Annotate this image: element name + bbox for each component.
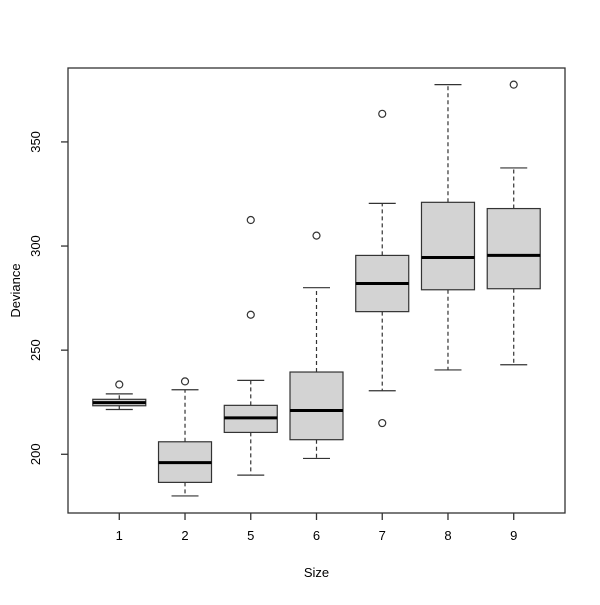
y-axis-tick-label: 300 <box>28 235 43 257</box>
x-axis-tick-label: 2 <box>181 528 188 543</box>
x-axis-tick-label: 6 <box>313 528 320 543</box>
outlier-point <box>509 80 518 89</box>
outlier-point <box>312 231 321 240</box>
y-axis-title: Deviance <box>8 263 23 317</box>
outlier-point <box>246 310 255 319</box>
outlier-point <box>378 109 387 118</box>
outlier-point <box>115 380 124 389</box>
boxplot-box-1 <box>92 380 147 411</box>
x-axis-tick-label: 5 <box>247 528 254 543</box>
y-axis-tick-label: 250 <box>28 339 43 361</box>
boxplot-box-8 <box>420 84 476 371</box>
iqr-box <box>486 207 541 290</box>
boxplot-box-9 <box>486 80 541 366</box>
x-axis-tick-label: 7 <box>379 528 386 543</box>
x-axis-tick-label: 8 <box>444 528 451 543</box>
iqr-box <box>420 201 476 291</box>
x-axis-tick-label: 9 <box>510 528 517 543</box>
boxplot-box-2 <box>157 377 213 497</box>
outlier-point <box>246 215 255 225</box>
boxplot-box-7 <box>355 109 410 428</box>
y-axis-tick-label: 200 <box>28 443 43 465</box>
boxplot-box-6 <box>289 231 344 460</box>
plot-border <box>67 67 566 514</box>
x-axis-title: Size <box>304 565 329 580</box>
boxplot-box-5 <box>223 215 278 476</box>
outlier-point <box>378 418 387 428</box>
x-axis-tick-label: 1 <box>116 528 123 543</box>
iqr-box <box>289 371 344 441</box>
outlier-point <box>180 377 190 386</box>
y-axis-tick-label: 350 <box>28 131 43 153</box>
